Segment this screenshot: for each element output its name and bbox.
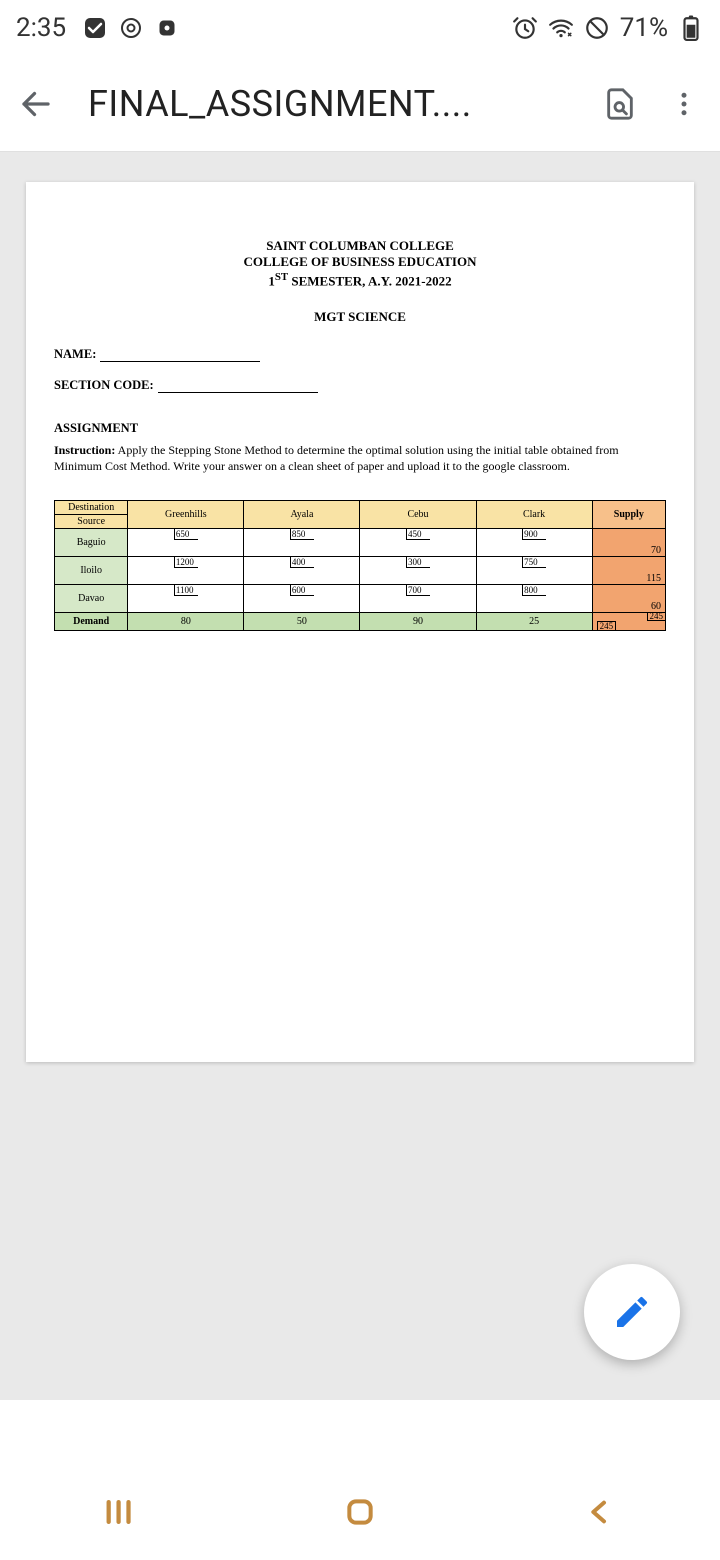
system-nav-bar <box>0 1464 720 1560</box>
demand-label: Demand <box>55 613 128 631</box>
do-not-disturb-icon <box>584 15 610 41</box>
dest-col-2: Cebu <box>360 501 476 529</box>
back-button[interactable] <box>14 82 58 126</box>
rounded-square-icon <box>154 15 180 41</box>
supply-total: 245 <box>647 612 666 621</box>
cell-2-2: 700 <box>360 585 476 613</box>
circle-outline-icon <box>118 15 144 41</box>
cell-0-0: 650 <box>128 529 244 557</box>
battery-icon <box>678 15 704 41</box>
wifi-icon <box>548 15 574 41</box>
dest-col-0: Greenhills <box>128 501 244 529</box>
dest-col-3: Clark <box>476 501 592 529</box>
cell-0-1: 850 <box>244 529 360 557</box>
cell-2-0: 1100 <box>128 585 244 613</box>
doc-header-line3: 1ST SEMESTER, A.Y. 2021-2022 <box>54 271 666 290</box>
source-1: Iloilo <box>55 557 128 585</box>
demand-2: 90 <box>360 613 476 631</box>
cell-0-3: 900 <box>476 529 592 557</box>
supply-0: 70 <box>592 529 665 557</box>
source-2: Davao <box>55 585 128 613</box>
demand-3: 25 <box>476 613 592 631</box>
find-in-page-button[interactable] <box>598 82 642 126</box>
totals-cell: 245 245 <box>592 613 665 631</box>
recents-button[interactable] <box>90 1482 150 1542</box>
cell-0-2: 450 <box>360 529 476 557</box>
section-label: SECTION CODE: <box>54 378 154 392</box>
dest-header: Destination <box>55 501 128 515</box>
supply-1: 115 <box>592 557 665 585</box>
source-header: Source <box>55 515 128 529</box>
cell-1-0: 1200 <box>128 557 244 585</box>
cell-2-1: 600 <box>244 585 360 613</box>
supply-2: 60 <box>592 585 665 613</box>
back-nav-button[interactable] <box>570 1482 630 1542</box>
alarm-icon <box>512 15 538 41</box>
section-blank <box>158 392 318 393</box>
transportation-table: Destination Greenhills Ayala Cebu Clark … <box>54 500 666 631</box>
battery-text: 71% <box>620 13 668 43</box>
demand-total: 245 <box>597 621 617 630</box>
document-viewport[interactable]: SAINT COLUMBAN COLLEGE COLLEGE OF BUSINE… <box>0 152 720 1400</box>
cell-1-1: 400 <box>244 557 360 585</box>
checkmark-box-icon <box>82 15 108 41</box>
name-label: NAME: <box>54 347 96 361</box>
demand-1: 50 <box>244 613 360 631</box>
name-blank <box>100 361 260 362</box>
cell-2-3: 800 <box>476 585 592 613</box>
doc-header-line1: SAINT COLUMBAN COLLEGE <box>54 238 666 254</box>
doc-subject: MGT SCIENCE <box>54 309 666 325</box>
status-bar: 2:35 71% <box>0 0 720 56</box>
supply-header: Supply <box>592 501 665 529</box>
doc-header-line2: COLLEGE OF BUSINESS EDUCATION <box>54 254 666 270</box>
home-button[interactable] <box>330 1482 390 1542</box>
source-0: Baguio <box>55 529 128 557</box>
assignment-heading: ASSIGNMENT <box>54 421 666 436</box>
pdf-page: SAINT COLUMBAN COLLEGE COLLEGE OF BUSINE… <box>26 182 694 1062</box>
demand-0: 80 <box>128 613 244 631</box>
more-options-button[interactable] <box>662 82 706 126</box>
status-time: 2:35 <box>16 13 66 43</box>
app-bar: FINAL_ASSIGNMENT.... <box>0 56 720 152</box>
document-title: FINAL_ASSIGNMENT.... <box>78 83 578 125</box>
edit-fab[interactable] <box>584 1264 680 1360</box>
dest-col-1: Ayala <box>244 501 360 529</box>
instruction-text: Instruction: Apply the Stepping Stone Me… <box>54 442 666 474</box>
cell-1-3: 750 <box>476 557 592 585</box>
cell-1-2: 300 <box>360 557 476 585</box>
